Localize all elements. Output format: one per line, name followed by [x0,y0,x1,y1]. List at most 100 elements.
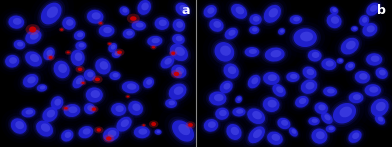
Ellipse shape [106,136,112,141]
Ellipse shape [73,30,86,41]
Ellipse shape [261,45,288,64]
Ellipse shape [106,98,132,120]
Ellipse shape [80,99,99,118]
Ellipse shape [330,7,338,14]
Ellipse shape [169,100,175,105]
Ellipse shape [58,99,86,122]
Ellipse shape [109,71,122,81]
Ellipse shape [228,1,250,21]
Ellipse shape [203,5,217,18]
Ellipse shape [309,126,330,146]
Ellipse shape [149,121,158,128]
Ellipse shape [263,46,286,63]
Ellipse shape [208,35,241,69]
Ellipse shape [130,16,136,21]
Ellipse shape [117,51,122,54]
Ellipse shape [61,16,77,31]
Ellipse shape [116,3,133,19]
Ellipse shape [111,112,137,137]
Ellipse shape [5,113,32,139]
Ellipse shape [219,80,234,94]
Ellipse shape [41,3,62,24]
Ellipse shape [281,69,304,86]
Ellipse shape [129,19,149,32]
Ellipse shape [201,3,219,20]
Ellipse shape [285,22,325,54]
Ellipse shape [338,35,362,57]
Ellipse shape [214,94,223,101]
Ellipse shape [3,11,30,33]
Ellipse shape [74,41,87,51]
Ellipse shape [170,64,188,79]
Ellipse shape [160,56,174,69]
Ellipse shape [160,55,175,70]
Ellipse shape [66,44,90,72]
Ellipse shape [348,91,365,104]
Ellipse shape [81,5,109,29]
Ellipse shape [72,74,85,89]
Ellipse shape [263,97,279,112]
Ellipse shape [50,95,64,111]
Ellipse shape [30,54,39,62]
Ellipse shape [253,16,260,22]
Ellipse shape [249,14,262,25]
Ellipse shape [289,14,303,25]
Ellipse shape [261,2,284,26]
Ellipse shape [223,83,230,90]
Ellipse shape [105,40,120,56]
Ellipse shape [295,74,323,99]
Ellipse shape [319,56,339,72]
Ellipse shape [154,129,162,135]
Ellipse shape [203,87,232,111]
Ellipse shape [97,123,125,146]
Ellipse shape [64,107,68,110]
Ellipse shape [287,126,299,138]
Ellipse shape [78,43,85,47]
Ellipse shape [75,66,85,73]
Ellipse shape [289,127,298,137]
Ellipse shape [96,128,101,132]
Ellipse shape [69,106,78,113]
Ellipse shape [112,51,121,58]
Ellipse shape [110,50,122,59]
Ellipse shape [171,0,194,21]
Ellipse shape [268,80,290,101]
Ellipse shape [289,25,321,50]
Ellipse shape [176,36,183,41]
Ellipse shape [233,93,245,106]
Ellipse shape [60,129,74,142]
Ellipse shape [132,125,151,139]
Ellipse shape [119,6,130,16]
Ellipse shape [92,12,101,20]
Ellipse shape [102,127,120,142]
Ellipse shape [47,110,55,117]
Ellipse shape [111,50,121,59]
Ellipse shape [228,104,250,120]
Ellipse shape [54,99,61,106]
Ellipse shape [262,71,281,86]
Ellipse shape [261,127,289,147]
Ellipse shape [146,79,152,85]
Ellipse shape [87,71,94,77]
Ellipse shape [132,103,140,111]
Ellipse shape [353,94,361,100]
Ellipse shape [77,125,94,139]
Ellipse shape [229,30,236,36]
Ellipse shape [172,18,186,33]
Ellipse shape [100,125,122,144]
Ellipse shape [350,25,359,32]
Ellipse shape [236,6,244,14]
Ellipse shape [293,17,300,21]
Ellipse shape [246,107,267,125]
Ellipse shape [108,130,116,137]
Ellipse shape [348,24,360,33]
Ellipse shape [7,15,25,30]
Ellipse shape [318,83,342,100]
Ellipse shape [43,47,55,60]
Ellipse shape [109,48,124,60]
Ellipse shape [243,46,260,58]
Ellipse shape [224,121,244,143]
Ellipse shape [203,118,219,133]
Ellipse shape [298,77,320,96]
Ellipse shape [70,27,89,44]
